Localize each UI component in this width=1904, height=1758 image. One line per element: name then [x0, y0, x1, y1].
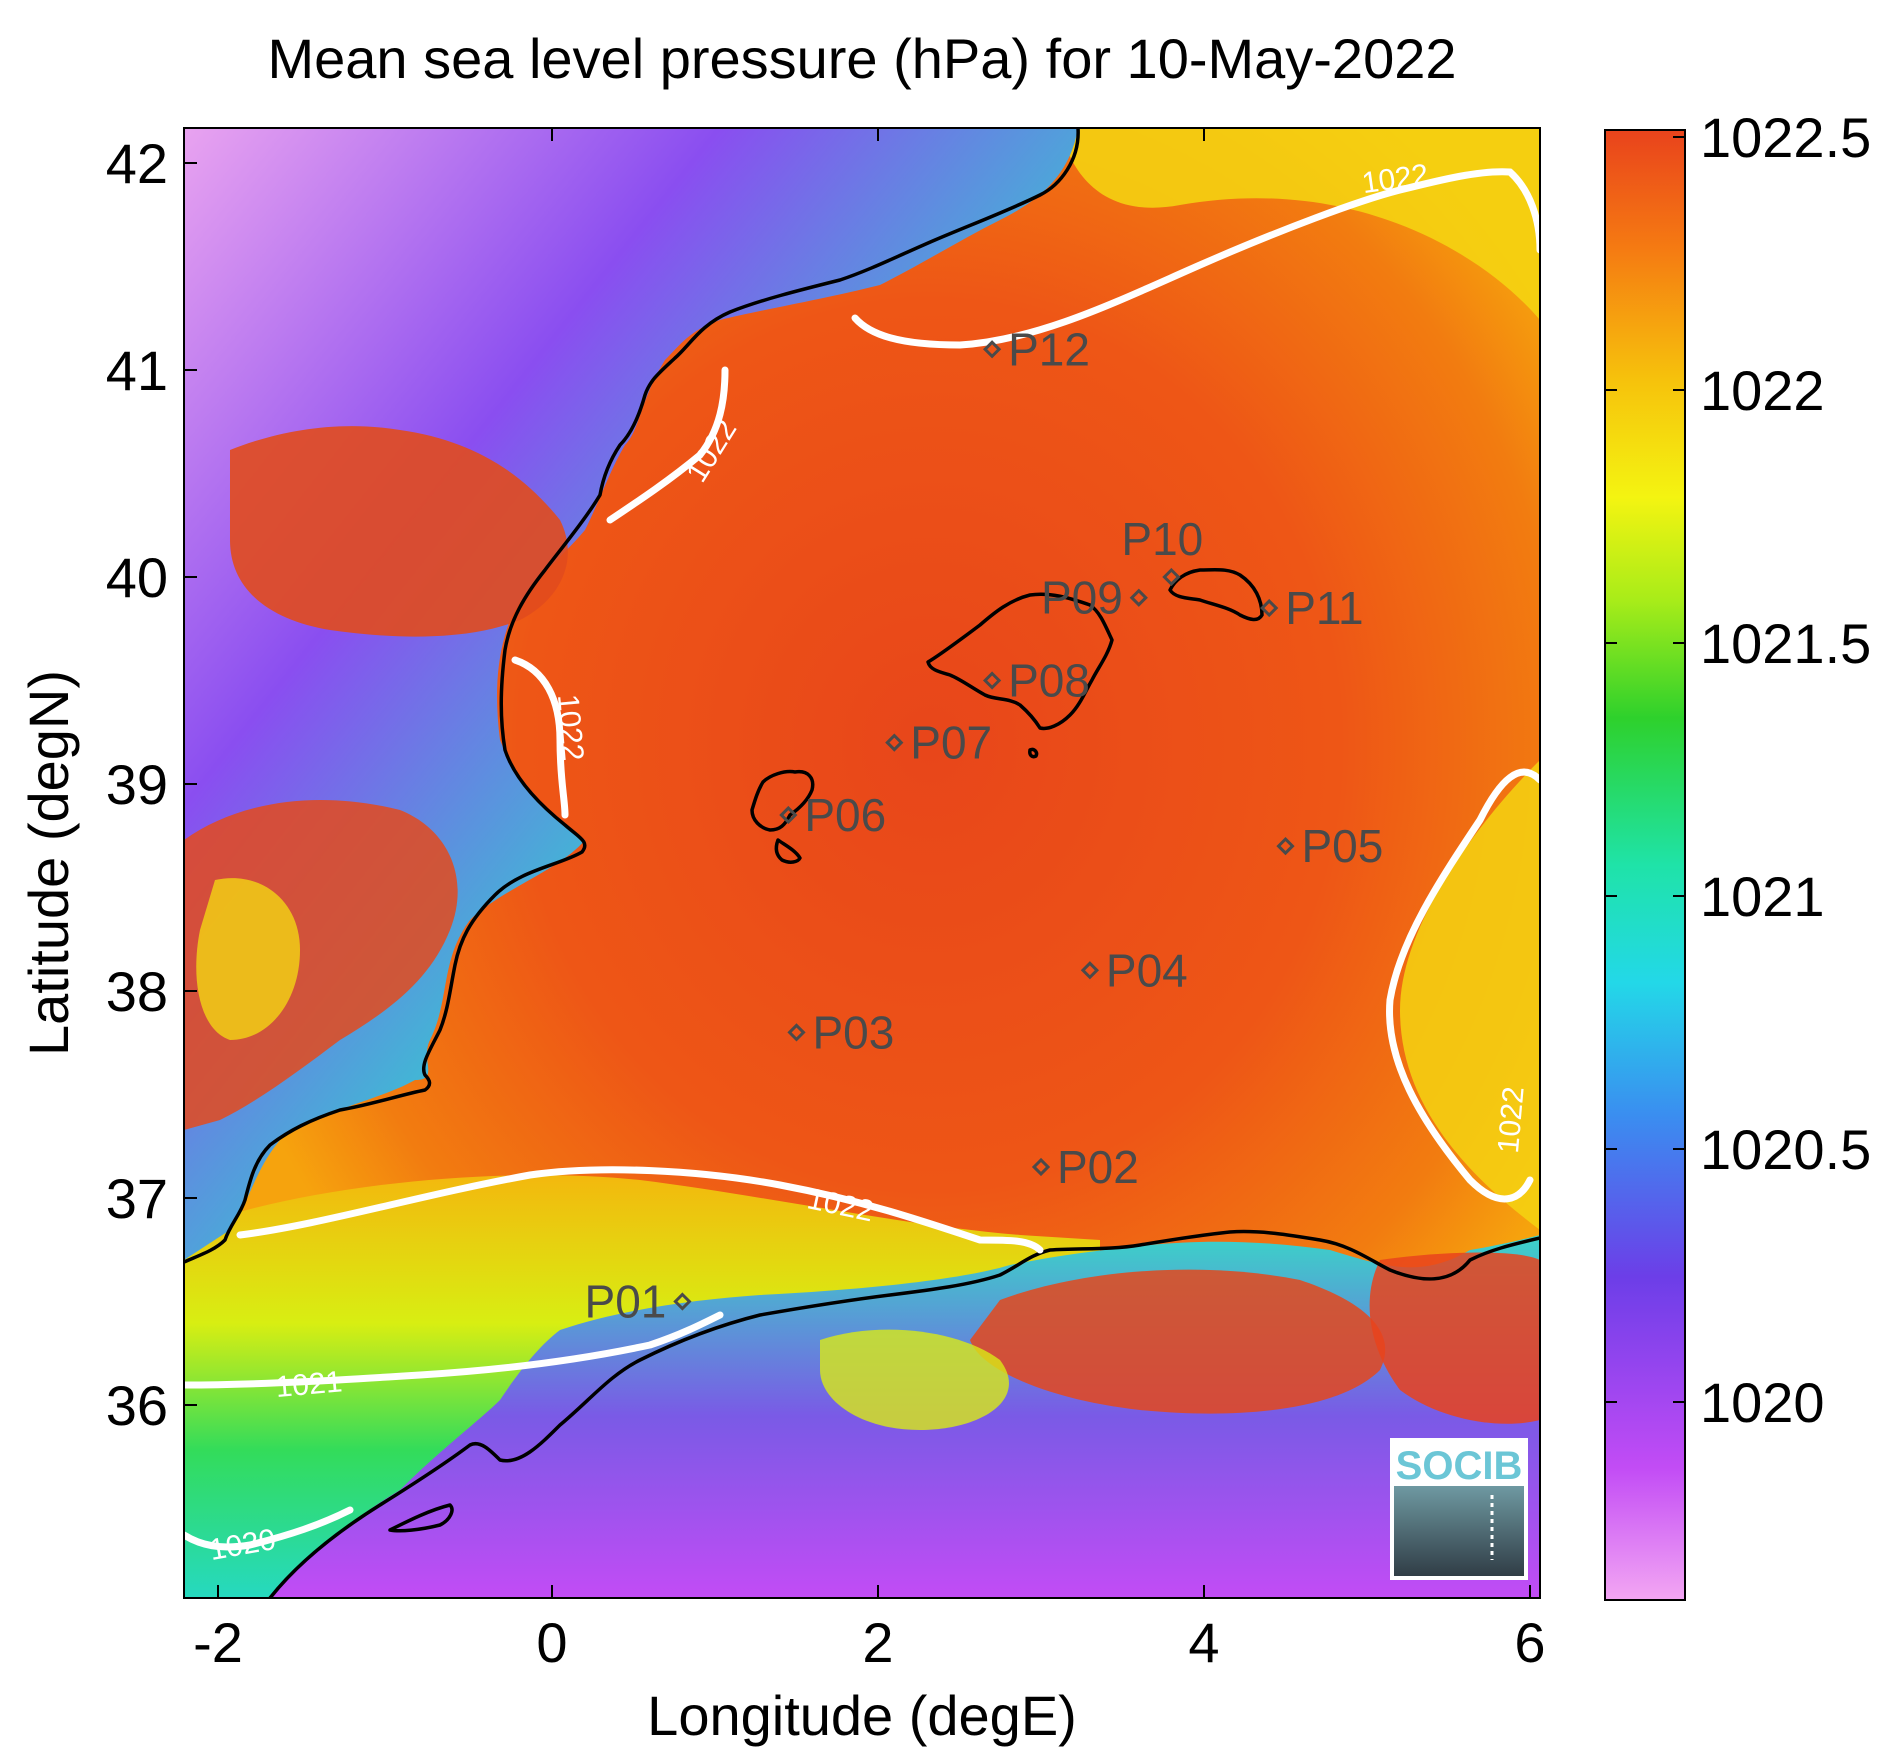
contour-label-1021: 1021 — [274, 1365, 343, 1404]
station-label-p11: P11 — [1285, 582, 1363, 634]
y-tick-label-39: 39 — [106, 753, 168, 816]
socib-logo-header — [1394, 1442, 1524, 1486]
station-marker-p02 — [1031, 1157, 1051, 1177]
x-tick-label-4: 6 — [1514, 1611, 1545, 1674]
station-marker-p10 — [1162, 567, 1181, 587]
station-label-p10: P10 — [1121, 513, 1203, 565]
station-marker-p05 — [1276, 836, 1295, 856]
africa-coastline — [268, 1229, 1540, 1598]
map-area: 1022 1022 1022 1022 1022 1021 1020 P01P0… — [184, 128, 1540, 1598]
formentera-coastline — [774, 838, 802, 864]
cb-label-1020-5: 1020.5 — [1700, 1118, 1871, 1181]
x-axis — [217, 128, 1531, 1598]
contour-1021 — [184, 1311, 724, 1389]
contour-1022-north — [851, 168, 1540, 349]
station-marker-p03 — [787, 1023, 806, 1042]
station-marker-p11 — [1260, 598, 1279, 618]
east-sea-fringe — [1400, 760, 1540, 1230]
africa-highland-high — [970, 1269, 1386, 1414]
alboran-island-coastline — [388, 1503, 454, 1533]
x-tick-label-1: 0 — [536, 1611, 567, 1674]
station-label-p06: P06 — [804, 789, 886, 841]
menorca-coastline — [1168, 567, 1264, 622]
cb-label-1022: 1022 — [1700, 359, 1825, 422]
contour-label-1022-east: 1022 — [1492, 1085, 1531, 1154]
socib-logo: SOCIB — [1390, 1438, 1528, 1580]
station-marker-p06 — [779, 805, 798, 825]
contour-1022-south — [236, 1166, 1044, 1254]
y-tick-label-36: 36 — [106, 1374, 168, 1437]
station-label-p07: P07 — [910, 717, 992, 769]
africa-east-high — [1369, 1252, 1540, 1424]
ibiza-coastline — [750, 769, 815, 832]
station-marker-p01 — [673, 1292, 692, 1311]
station-marker-p09 — [1129, 588, 1148, 607]
pressure-contours — [184, 168, 1540, 1551]
northeast-sea-fringe — [1060, 128, 1540, 320]
station-label-p05: P05 — [1302, 820, 1384, 872]
station-marker-p08 — [982, 671, 1002, 690]
iberia-coastline — [184, 128, 1080, 1264]
y-tick-label-42: 42 — [106, 132, 168, 195]
station-label-p08: P08 — [1008, 655, 1090, 707]
station-label-p02: P02 — [1057, 1141, 1139, 1193]
iberia-inland-high-1 — [230, 426, 568, 637]
stations-layer: P01 P02 P03 P04 P05 P06 P07 P08 P09 P10 P11 P12 — [585, 323, 1384, 1327]
station-label-p03: P03 — [813, 1006, 895, 1058]
contour-label-1022-west: 1022 — [551, 693, 590, 762]
iberia-inland-yellow — [196, 878, 300, 1040]
contour-1022-east — [1386, 768, 1540, 1203]
socib-logo-text: SOCIB — [1396, 1444, 1523, 1488]
chart-title: Mean sea level pressure (hPa) for 10-May… — [267, 27, 1456, 90]
colorbar: 1022.5 1022 1021.5 1021 1020.5 1020 — [1604, 106, 1871, 1601]
station-marker-p07 — [885, 733, 904, 752]
x-tick-label-0: -2 — [193, 1611, 243, 1674]
africa-highland-yellow — [820, 1329, 1009, 1430]
mallorca-coastline — [926, 592, 1114, 731]
y-tick-label-37: 37 — [106, 1167, 168, 1230]
colorbar-ticks — [1605, 136, 1685, 1403]
station-label-p01: P01 — [585, 1276, 667, 1328]
contour-1022-nw — [606, 366, 729, 524]
y-tick-label-41: 41 — [106, 339, 168, 402]
station-marker-p12 — [982, 340, 1002, 359]
cb-label-1020: 1020 — [1700, 1371, 1825, 1434]
contour-1020 — [184, 1506, 354, 1551]
y-axis — [184, 162, 197, 1406]
coastlines — [184, 128, 1540, 1598]
station-label-p04: P04 — [1106, 944, 1188, 996]
cb-label-1022-5: 1022.5 — [1700, 106, 1871, 169]
station-marker-p04 — [1080, 961, 1100, 980]
cb-label-1021-5: 1021.5 — [1700, 612, 1871, 675]
colorbar-gradient — [1604, 129, 1686, 1601]
station-label-p09: P09 — [1041, 572, 1123, 624]
station-label-p12: P12 — [1008, 323, 1090, 375]
x-axis-title: Longitude (degE) — [647, 1684, 1077, 1747]
x-tick-label-2: 2 — [862, 1611, 893, 1674]
cb-label-1021: 1021 — [1700, 865, 1825, 928]
y-tick-label-40: 40 — [106, 546, 168, 609]
x-tick-label-3: 4 — [1188, 1611, 1219, 1674]
contour-1022-west — [511, 656, 569, 819]
map-frame — [183, 127, 1541, 1599]
cabrera-coastline — [1028, 747, 1039, 759]
y-tick-label-38: 38 — [106, 960, 168, 1023]
y-axis-title: Latitude (degN) — [17, 670, 80, 1056]
